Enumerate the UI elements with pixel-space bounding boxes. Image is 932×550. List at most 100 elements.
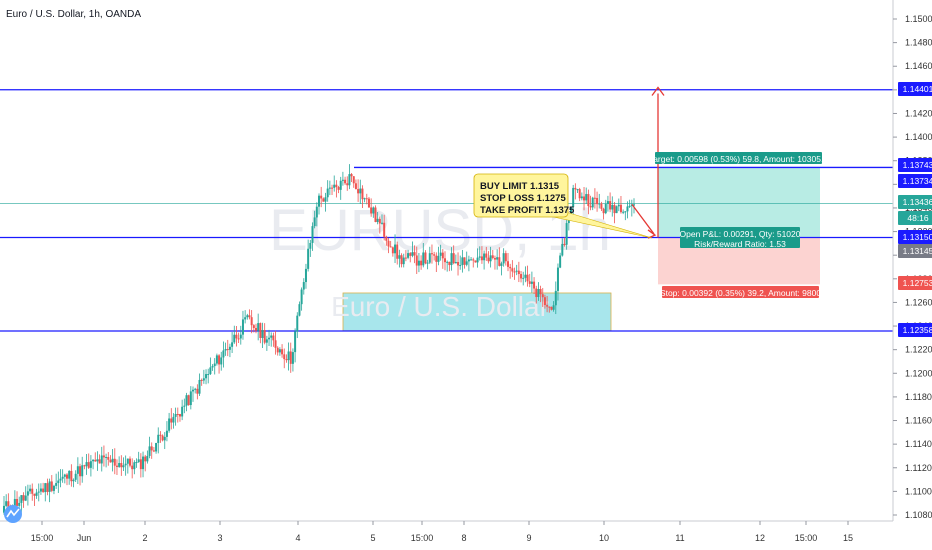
- candle-body: [74, 473, 77, 480]
- time-tick-label: 15:00: [31, 533, 54, 543]
- candle-body: [372, 207, 375, 214]
- price-tick-label: 1.14600: [905, 61, 932, 71]
- stop-label-bg: [662, 286, 819, 298]
- candle-body: [298, 304, 301, 316]
- price-label[interactable]: 1.13743: [898, 158, 932, 172]
- candle-body: [46, 483, 49, 492]
- candle-body: [602, 208, 605, 214]
- candle-body: [272, 335, 275, 341]
- candle-body: [507, 261, 509, 267]
- candle-body: [422, 252, 425, 266]
- candle-body: [42, 488, 45, 493]
- note-box: [473, 173, 569, 218]
- candle-body: [52, 485, 55, 491]
- price-tick-label: 1.14200: [905, 108, 932, 118]
- candle-body: [281, 349, 284, 355]
- candle-body: [196, 388, 199, 394]
- candle-body: [359, 188, 362, 194]
- candle-body: [68, 470, 71, 479]
- price-label[interactable]: 1.13145: [898, 244, 932, 258]
- candle-body: [129, 458, 131, 466]
- candle-body: [543, 297, 546, 306]
- candle-body: [313, 217, 316, 227]
- candle-body: [35, 492, 38, 496]
- candle-body: [383, 222, 386, 237]
- time-axis: 15:00 Jun 2 3 4 5 15:00 8 9 10 11 12 15:00 15: [0, 520, 893, 543]
- candle-body: [596, 197, 599, 205]
- candle-body: [559, 255, 562, 268]
- price-label[interactable]: 48:16: [898, 211, 932, 225]
- price-label[interactable]: 1.13150: [898, 230, 932, 244]
- candle-body: [304, 268, 307, 283]
- candle-body: [172, 416, 175, 423]
- time-tick-label: 3: [217, 533, 222, 543]
- candle-body: [72, 479, 75, 482]
- candle-body: [124, 463, 127, 466]
- candle-body: [122, 465, 125, 468]
- candle-body: [483, 253, 486, 261]
- candle-body: [311, 226, 314, 243]
- candle-body: [485, 253, 488, 258]
- candle-body: [211, 366, 214, 368]
- candle-body: [39, 488, 42, 492]
- target-zone: [658, 167, 820, 238]
- price-tick-label: 1.11000: [905, 486, 932, 496]
- tradingview-logo[interactable]: [4, 505, 22, 523]
- candle-body: [446, 261, 449, 263]
- candle-body: [480, 256, 483, 261]
- price-label[interactable]: 1.13436: [898, 195, 932, 209]
- price-label[interactable]: 1.12358: [898, 323, 932, 337]
- candle-body: [163, 436, 166, 441]
- candle-body: [530, 281, 533, 284]
- price-label[interactable]: 1.13734: [898, 174, 932, 188]
- price-tick-label: 1.14000: [905, 132, 932, 142]
- price-label[interactable]: 1.14401: [898, 82, 932, 96]
- time-tick-label: 10: [599, 533, 609, 543]
- candle-body: [115, 465, 118, 467]
- candle-body: [235, 334, 238, 339]
- candle-body: [413, 252, 416, 256]
- candle-body: [331, 187, 334, 189]
- candle-body: [365, 198, 368, 200]
- candle-body: [22, 495, 25, 501]
- candle-body: [591, 197, 594, 208]
- candle-body: [606, 201, 609, 204]
- candle-body: [593, 197, 596, 199]
- candle-body: [417, 260, 420, 266]
- candle-body: [218, 355, 221, 365]
- candle-body: [565, 223, 568, 245]
- note-line: TAKE PROFIT 1.1375: [480, 205, 575, 216]
- candle-body: [474, 260, 477, 263]
- candle-body: [278, 349, 281, 353]
- stop-label: Stop: 0.00392 (0.35%) 39.2, Amount: 9800: [660, 288, 821, 298]
- candle-body: [589, 206, 592, 208]
- candle-body: [257, 323, 260, 331]
- candle-body: [515, 270, 518, 272]
- candle-body: [268, 337, 271, 340]
- price-label[interactable]: 1.12753: [898, 276, 932, 290]
- candle-body: [170, 418, 173, 423]
- price-label-bg: [898, 211, 932, 225]
- candle-body: [285, 359, 288, 361]
- candle-body: [89, 461, 92, 468]
- candle-body: [85, 462, 88, 467]
- candle-body: [622, 211, 625, 213]
- candle-body: [55, 483, 58, 486]
- candle-body: [337, 187, 340, 190]
- candle-body: [441, 252, 444, 259]
- candle-body: [261, 330, 264, 338]
- candle-body: [465, 261, 468, 265]
- candle-body: [339, 180, 342, 190]
- candle-body: [344, 179, 347, 184]
- price-tick-label: 1.11400: [905, 439, 932, 449]
- candle-body: [333, 184, 336, 188]
- candle-body: [546, 305, 549, 307]
- candle-body: [255, 327, 257, 331]
- candle-body: [454, 261, 457, 264]
- candle-body: [524, 274, 527, 278]
- candle-body: [633, 204, 635, 206]
- candle-body: [402, 257, 405, 265]
- candle-body: [83, 465, 86, 467]
